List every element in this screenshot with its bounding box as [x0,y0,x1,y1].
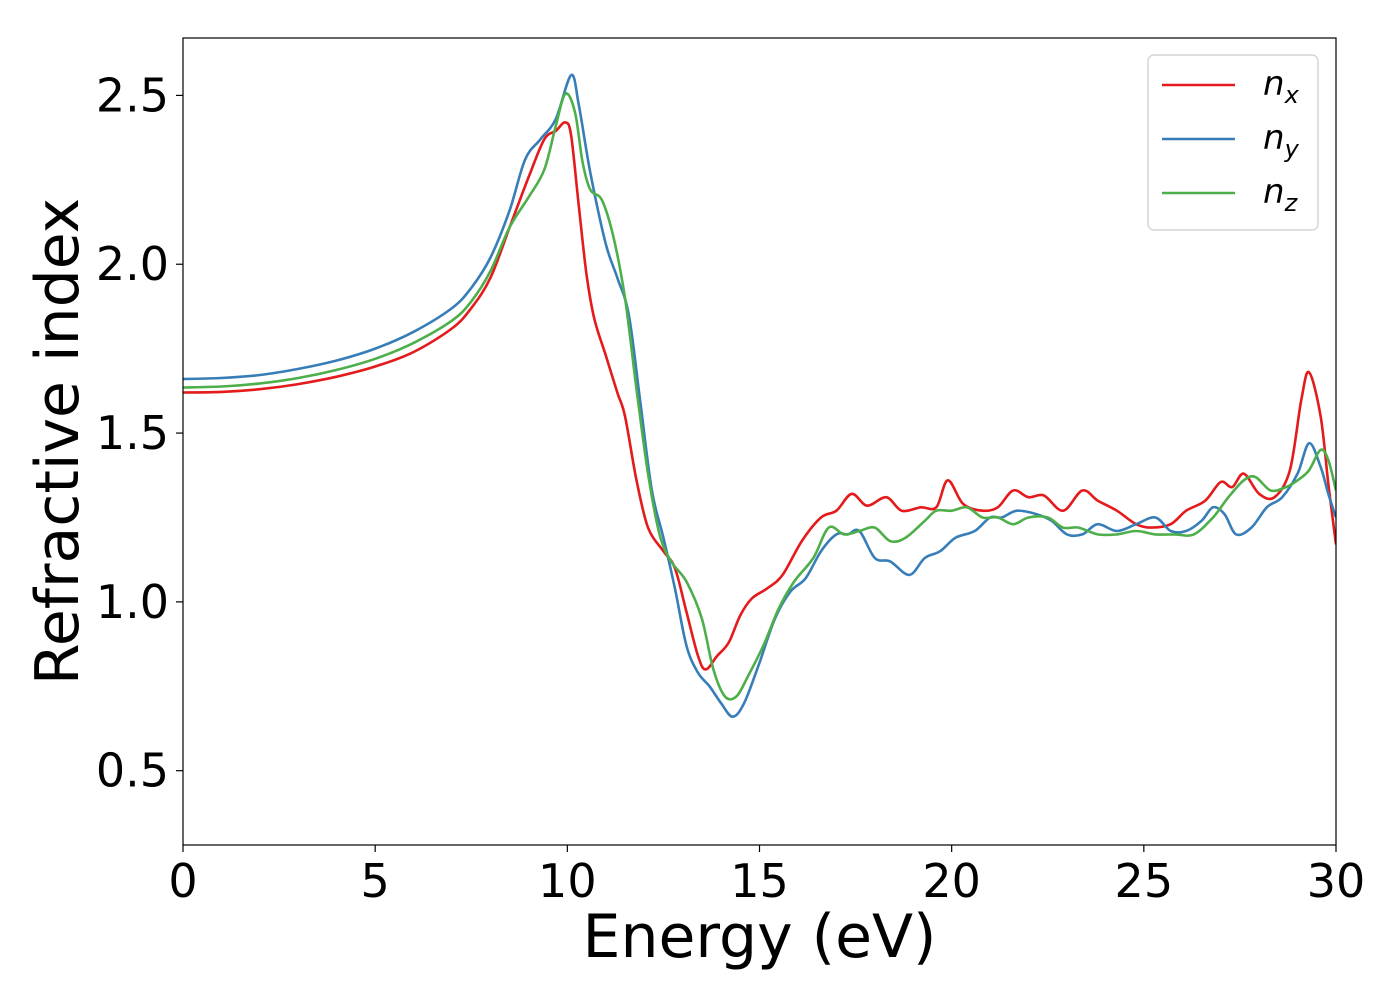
x-axis: 0 5 10 15 20 25 30 [168,845,1365,908]
y-tick-label: 1.5 [96,406,169,460]
y-tick-label: 1.0 [96,575,169,629]
legend-subscript: x [1284,81,1300,109]
y-tick-label: 2.0 [96,237,169,291]
x-tick-label: 10 [538,854,597,908]
y-tick-label: 0.5 [96,744,169,798]
legend-subscript: z [1284,189,1299,217]
plot-area [183,73,1336,718]
series-line-nz [183,92,1336,701]
y-tick-label: 2.5 [96,68,169,122]
series-line-nx [183,121,1336,671]
x-tick-label: 25 [1115,854,1174,908]
legend-label-ny: ny [1263,118,1300,163]
x-tick-label: 5 [361,854,390,908]
legend-label-nx: nx [1263,64,1300,109]
y-axis-label: Refractive index [23,198,93,685]
x-tick-label: 30 [1307,854,1366,908]
x-tick-label: 0 [168,854,197,908]
legend-subscript: y [1284,135,1300,163]
legend-box [1147,54,1319,231]
x-tick-label: 20 [922,854,981,908]
x-axis-label: Energy (eV) [583,902,937,972]
x-tick-label: 15 [730,854,789,908]
series-line-ny [183,73,1336,718]
y-axis: 0.5 1.0 1.5 2.0 2.5 [96,68,183,798]
